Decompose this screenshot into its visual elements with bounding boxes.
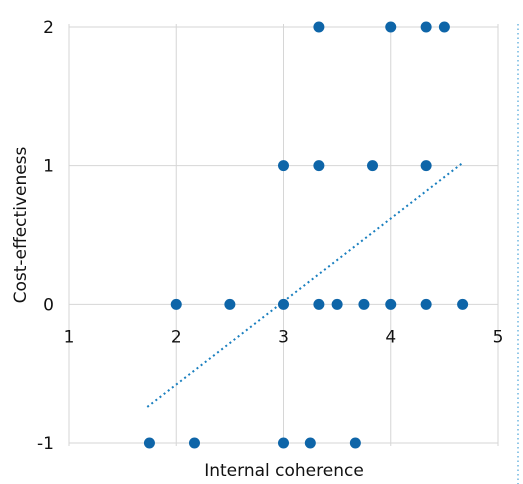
data-point (385, 298, 397, 310)
grid-lines (68, 24, 499, 446)
data-point (278, 298, 289, 310)
y-axis-title: Cost-effectiveness (11, 146, 31, 303)
data-point (420, 21, 432, 33)
data-point (188, 437, 200, 449)
data-point (313, 298, 325, 310)
data-point (170, 298, 182, 310)
data-point (420, 160, 432, 172)
x-axis-title: Internal coherence (204, 461, 364, 481)
data-point (349, 437, 361, 449)
data-point (331, 298, 343, 310)
x-tick-label: 3 (278, 327, 289, 347)
data-point (457, 298, 469, 310)
data-point (385, 21, 397, 33)
data-point (304, 437, 316, 449)
y-axis-ticks: -1 0 1 2 (37, 18, 54, 454)
data-point (278, 160, 289, 172)
x-tick-label: 2 (171, 327, 182, 347)
x-tick-label: 5 (493, 327, 504, 347)
y-tick-label: 1 (43, 157, 54, 177)
data-point (358, 298, 370, 310)
data-point (367, 160, 379, 172)
y-tick-label: -1 (37, 434, 54, 454)
x-tick-label: 1 (64, 327, 75, 347)
x-axis-ticks: 1 2 3 4 5 (64, 327, 504, 347)
data-point (313, 21, 325, 33)
data-point (438, 21, 450, 33)
data-points (143, 21, 469, 449)
data-point (224, 298, 236, 310)
data-point (278, 437, 289, 449)
y-tick-label: 2 (43, 18, 54, 38)
trend-line (146, 162, 464, 408)
y-tick-label: 0 (43, 295, 54, 315)
data-point (313, 160, 325, 172)
x-tick-label: 4 (385, 327, 396, 347)
data-point (143, 437, 155, 449)
data-point (420, 298, 432, 310)
